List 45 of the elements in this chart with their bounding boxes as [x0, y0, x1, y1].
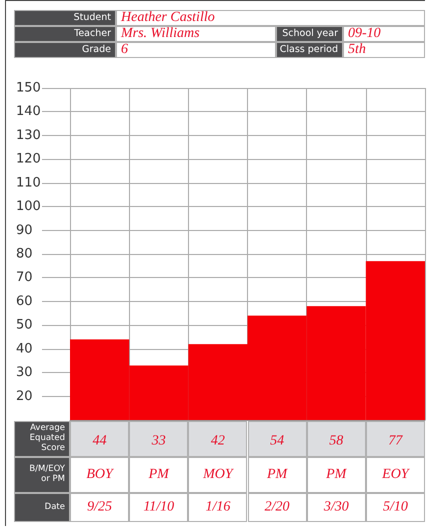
x-tick-label: 1/16 — [205, 500, 230, 514]
text: 5th — [343, 42, 425, 58]
text: B/M/EOY or PM — [14, 457, 70, 493]
x-tick-label: 2/20 — [264, 500, 290, 514]
text: PM — [306, 457, 366, 493]
y-tick-label: 110 — [16, 175, 41, 190]
text: 09-10 — [343, 26, 425, 42]
data-label: 44 — [92, 434, 107, 448]
text: Student — [14, 10, 116, 26]
text: Mrs. Williams — [116, 26, 276, 42]
data-label: 33 — [150, 434, 166, 448]
y-tick-label: 130 — [16, 128, 41, 143]
y-tick-label: 30 — [16, 365, 33, 380]
data-label: 42 — [210, 434, 225, 448]
y-tick-label: 40 — [16, 341, 33, 356]
text: Teacher — [14, 26, 116, 42]
data-label: 54 — [270, 434, 284, 448]
x-tick-label: 3/30 — [322, 500, 349, 514]
y-tick-label: 20 — [16, 388, 33, 404]
text: Heather Castillo — [116, 10, 425, 26]
text: PM — [129, 457, 188, 493]
data-label: 77 — [388, 434, 404, 448]
text: 6 — [116, 42, 276, 58]
y-tick-label: 100 — [16, 199, 41, 214]
y-tick-label: 140 — [16, 104, 41, 120]
text: MOY — [188, 457, 248, 493]
y-tick-label: 80 — [16, 246, 33, 262]
text: Class period — [276, 42, 343, 58]
x-tick-label: 5/10 — [382, 500, 408, 514]
y-tick-label: 70 — [16, 270, 33, 286]
text: Grade — [14, 42, 116, 58]
text: Average Equated Score — [14, 421, 70, 457]
y-tick-label: 150 — [16, 80, 41, 96]
x-tick-label: 11/10 — [143, 500, 174, 514]
y-tick-label: 50 — [16, 318, 33, 333]
y-tick-label: 90 — [16, 222, 33, 238]
text: BOY — [70, 457, 130, 493]
data-label: 58 — [329, 434, 344, 448]
text: Date — [14, 493, 70, 522]
text: EOY — [366, 457, 425, 493]
text: School year — [276, 26, 343, 42]
y-tick-label: 60 — [16, 294, 33, 309]
x-tick-label: 9/25 — [87, 500, 112, 514]
text: PM — [248, 457, 307, 493]
y-tick-label: 120 — [16, 152, 41, 167]
